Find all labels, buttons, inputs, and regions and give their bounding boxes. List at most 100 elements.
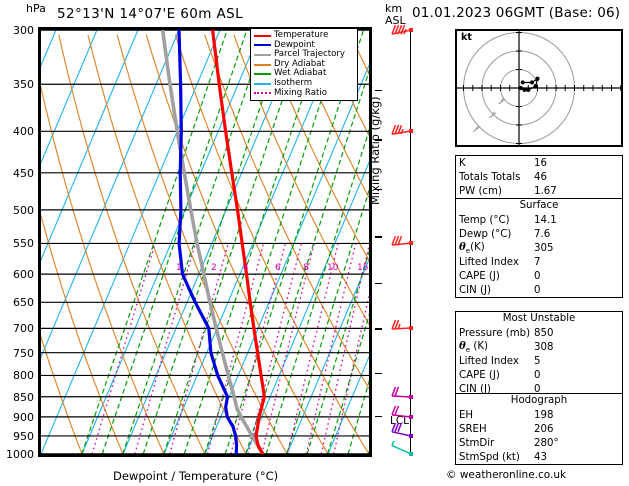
hodograph-svg (457, 31, 621, 145)
table-row: Temp (°C) 14.1 (456, 213, 622, 227)
pressure-tick-650: 650 (13, 296, 34, 310)
legend-swatch (254, 34, 271, 37)
legend-item-dry-adiabat: Dry Adiabat (253, 58, 355, 70)
dry-adiabat-line (174, 34, 369, 454)
mixing-ratio-label: 4 (243, 263, 249, 273)
hodograph-ghost-barb (472, 126, 481, 132)
row-label: Dewp (°C) (459, 228, 512, 240)
dry-adiabat-line (233, 34, 369, 326)
mixing-ratio-line (261, 243, 315, 454)
dry-adiabat-line (116, 34, 288, 454)
row-label: K (459, 157, 466, 169)
pressure-tick-350: 350 (13, 78, 34, 92)
row-value: 0 (534, 284, 541, 296)
wind-barb (391, 125, 413, 136)
row-value: 46 (534, 171, 547, 183)
table-row: SREH 206 (456, 422, 622, 436)
dry-adiabat-line (204, 34, 369, 390)
legend-label: Dry Adiabat (274, 58, 325, 69)
hodograph-point (533, 84, 538, 89)
height-ref-label: ASL (385, 14, 406, 27)
pressure-unit-label: hPa (26, 2, 46, 15)
table-row: θe(K) 305 (456, 241, 622, 255)
row-label: Pressure (mb) (459, 327, 531, 339)
row-value: 7.6 (534, 228, 551, 240)
row-value: 14.1 (534, 214, 557, 226)
mixing-ratio-label: 2 (211, 263, 217, 273)
height-tick-mark (375, 282, 382, 285)
row-value: 0 (534, 383, 541, 395)
table-row: K 16 (456, 156, 622, 170)
wind-barb (391, 24, 413, 35)
mixing-ratio-line (286, 243, 339, 454)
legend-item-wet-adiabat: Wet Adiabat (253, 69, 355, 79)
mixing-ratio-line (333, 293, 369, 454)
pressure-tick-400: 400 (13, 125, 34, 139)
wind-barb (391, 236, 413, 247)
x-axis-title: Dewpoint / Temperature (°C) (113, 469, 279, 483)
sounding-svg: 1246810152025 (41, 30, 369, 454)
copyright-footer: © weatheronline.co.uk (446, 469, 567, 481)
legend-label: Parcel Trajectory (274, 49, 345, 60)
mixing-ratio-label: 10 (327, 263, 339, 273)
wet-adiabat-line (122, 30, 268, 454)
hodograph-point (526, 87, 531, 92)
row-label: Lifted Index (459, 256, 519, 268)
table-row: CAPE (J) 0 (456, 368, 622, 382)
row-value: 1.67 (534, 185, 557, 197)
isotherm-line (41, 30, 180, 359)
mixing-ratio-line (91, 243, 156, 454)
mixing-ratio-label: 1 (176, 263, 182, 273)
row-label: θe (K) (459, 339, 488, 355)
mixing-ratio-label: 8 (303, 263, 309, 273)
height-tick-mark (375, 89, 382, 92)
row-label: CIN (J) (459, 284, 491, 296)
height-tick-mark (375, 236, 382, 238)
legend-swatch (254, 44, 271, 47)
station-title: 52°13'N 14°07'E 60m ASL (57, 6, 243, 22)
isotherm-line (41, 30, 98, 164)
row-value: 308 (534, 341, 554, 353)
row-label: Lifted Index (459, 355, 519, 367)
table-row: StmSpd (kt) 43 (456, 450, 622, 464)
legend-item-temperature: Temperature (253, 30, 355, 41)
model-run-title: 01.01.2023 06GMT (Base: 06) (412, 5, 621, 21)
legend-swatch (254, 73, 271, 76)
mixing-ratio-line (247, 243, 303, 454)
row-value: 16 (534, 157, 547, 169)
hodograph-plot[interactable]: kt (455, 29, 623, 147)
wet-adiabat-line (204, 30, 345, 454)
hodograph-ghost-barb (499, 97, 504, 104)
height-tick-mark (375, 139, 382, 141)
height-tick-mark (375, 372, 382, 375)
mixing-ratio-axis-label: Mixing Ratio (g/kg) (368, 96, 382, 205)
hodograph-stats-table: Hodograph EH 198 SREH 206 StmDir 280° StmSpd (k… (455, 393, 623, 465)
wind-barb (391, 441, 413, 456)
wind-barb (391, 320, 413, 331)
table-heading: Most Unstable (502, 313, 576, 324)
table-row: CIN (J) 0 (456, 382, 622, 396)
pressure-tick-500: 500 (13, 203, 34, 217)
legend-label: Wet Adiabat (274, 68, 327, 79)
table-row: EH 198 (456, 408, 622, 422)
legend-label: Temperature (274, 30, 329, 40)
mixing-ratio-line (230, 243, 287, 454)
legend-label: Isotherm (274, 77, 313, 88)
temperature-curve (211, 30, 266, 454)
table-heading: Surface (519, 200, 559, 211)
wet-adiabat-line (367, 450, 369, 454)
wet-adiabat-line (265, 128, 369, 454)
wet-adiabat-line (245, 69, 369, 454)
row-value: 280° (534, 437, 559, 449)
row-value: 7 (534, 256, 541, 268)
table-row: Lifted Index 5 (456, 354, 622, 368)
pressure-tick-450: 450 (13, 166, 34, 180)
dry-adiabat-line (262, 34, 369, 262)
mixing-ratio-label: 15 (357, 263, 368, 273)
row-value: 305 (534, 242, 554, 254)
wind-barb (391, 405, 413, 419)
hodograph-ghost-barb (498, 98, 506, 105)
dry-adiabat-line (41, 85, 165, 454)
isotherm-line (81, 30, 262, 454)
hodograph-point (522, 87, 527, 92)
